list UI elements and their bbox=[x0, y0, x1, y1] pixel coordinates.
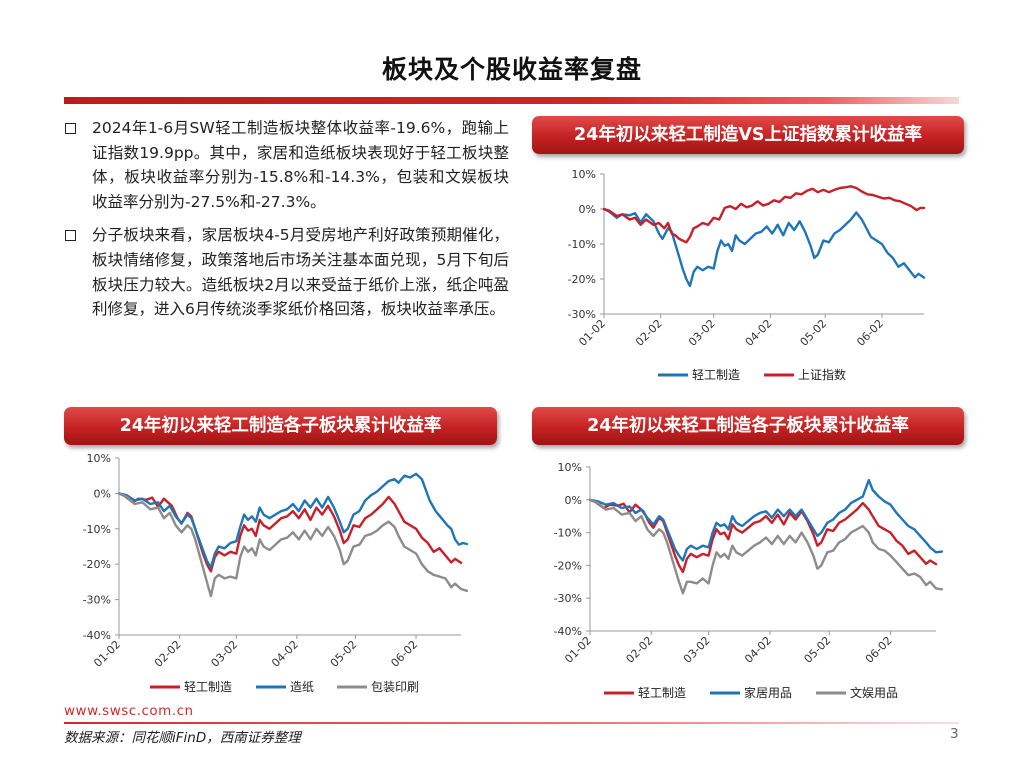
x-tick-label: 05-02 bbox=[802, 634, 834, 666]
checkbox-bullet-icon bbox=[65, 123, 76, 134]
legend-label: 造纸 bbox=[290, 680, 314, 694]
y-tick-label: -20% bbox=[554, 559, 582, 572]
bullet-list: 2024年1-6月SW轻工制造板块整体收益率-19.6%，跑输上证指数19.9p… bbox=[64, 116, 509, 331]
legend-label: 轻工制造 bbox=[184, 680, 232, 694]
y-tick-label: 0% bbox=[579, 203, 596, 216]
y-tick-label: 10% bbox=[87, 452, 111, 465]
footer-url[interactable]: www.swsc.com.cn bbox=[64, 703, 194, 719]
x-tick-label: 03-02 bbox=[209, 638, 241, 670]
data-source: 数据来源：同花顺iFinD，西南证券整理 bbox=[64, 730, 301, 746]
series-line bbox=[588, 498, 938, 574]
y-tick-label: 10% bbox=[572, 168, 596, 181]
x-tick-label: 04-02 bbox=[269, 638, 301, 670]
x-tick-label: 02-02 bbox=[152, 638, 184, 670]
legend-label: 轻工制造 bbox=[638, 686, 686, 700]
x-tick-label: 04-02 bbox=[742, 634, 774, 666]
series-line bbox=[588, 478, 944, 562]
series-line bbox=[602, 207, 926, 288]
legend-label: 文娱用品 bbox=[850, 685, 898, 700]
y-tick-label: -20% bbox=[83, 558, 111, 571]
chart-title-banner: 24年初以来轻工制造各子板块累计收益率 bbox=[64, 407, 497, 445]
legend-label: 家居用品 bbox=[744, 685, 792, 700]
chart-subsectors-home: 10% 0% -10% -20% -30% -40%01-02 02-02 03-02 04-0… bbox=[554, 461, 944, 700]
y-tick-label: -30% bbox=[568, 308, 596, 321]
page-number: 3 bbox=[950, 726, 959, 742]
chart-index-vs-sector: 10% 0% -10% -20% -30%01-02 02-02 03-02 04-02 05-… bbox=[568, 168, 926, 382]
x-tick-label: 06-02 bbox=[854, 317, 886, 349]
series-line bbox=[588, 498, 944, 595]
checkbox-bullet-icon bbox=[65, 230, 76, 242]
series-line bbox=[602, 185, 926, 244]
footer-divider bbox=[64, 722, 959, 724]
title-divider bbox=[64, 97, 959, 104]
x-tick-label: 06-02 bbox=[863, 634, 895, 666]
bullet-text: 分子板块来看，家居板块4-5月受房地产利好政策预期催化，板块情绪修复，政策落地后… bbox=[92, 226, 509, 319]
x-tick-label: 01-02 bbox=[91, 638, 123, 670]
x-tick-label: 04-02 bbox=[743, 317, 775, 349]
series-line bbox=[117, 492, 469, 598]
y-tick-label: 0% bbox=[94, 487, 111, 500]
x-tick-label: 01-02 bbox=[576, 317, 608, 349]
x-tick-label: 05-02 bbox=[798, 317, 830, 349]
x-tick-label: 03-02 bbox=[686, 317, 718, 349]
y-tick-label: -40% bbox=[554, 625, 582, 638]
chart-title-banner: 24年初以来轻工制造VS上证指数累计收益率 bbox=[532, 116, 964, 154]
chart-subsectors-paper: 10% 0% -10% -20% -30% -40%01-02 02-02 03-02 04-0… bbox=[83, 452, 469, 694]
y-tick-label: 10% bbox=[558, 461, 582, 474]
bullet-item: 2024年1-6月SW轻工制造板块整体收益率-19.6%，跑输上证指数19.9p… bbox=[64, 116, 509, 214]
y-tick-label: -10% bbox=[568, 238, 596, 251]
bullet-item: 分子板块来看，家居板块4-5月受房地产利好政策预期催化，板块情绪修复，政策落地后… bbox=[64, 223, 509, 321]
y-tick-label: -20% bbox=[568, 273, 596, 286]
x-tick-label: 01-02 bbox=[562, 634, 594, 666]
legend-label: 包装印刷 bbox=[371, 680, 419, 694]
y-tick-label: -10% bbox=[83, 523, 111, 536]
y-tick-label: -40% bbox=[83, 629, 111, 642]
x-tick-label: 02-02 bbox=[624, 634, 656, 666]
chart-title-banner: 24年初以来轻工制造各子板块累计收益率 bbox=[532, 407, 964, 445]
x-tick-label: 05-02 bbox=[328, 638, 360, 670]
x-tick-label: 06-02 bbox=[388, 638, 420, 670]
x-tick-label: 03-02 bbox=[681, 634, 713, 666]
page-title: 板块及个股收益率复盘 bbox=[381, 55, 642, 84]
x-tick-label: 02-02 bbox=[633, 317, 665, 349]
legend-label: 上证指数 bbox=[798, 367, 846, 382]
series-line bbox=[117, 472, 469, 569]
y-tick-label: -30% bbox=[83, 594, 111, 607]
legend-label: 轻工制造 bbox=[692, 368, 740, 382]
bullet-text: 2024年1-6月SW轻工制造板块整体收益率-19.6%，跑输上证指数19.9p… bbox=[92, 119, 509, 211]
y-tick-label: -10% bbox=[554, 527, 582, 540]
y-tick-label: 0% bbox=[565, 494, 582, 507]
y-tick-label: -30% bbox=[554, 592, 582, 605]
